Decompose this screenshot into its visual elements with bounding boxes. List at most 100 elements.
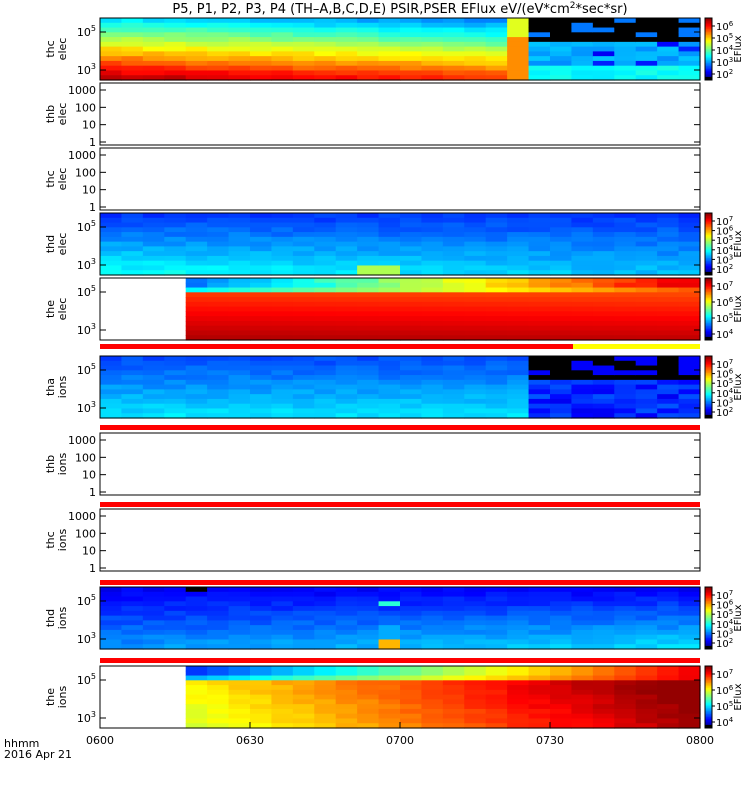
spectrogram-cell — [614, 615, 637, 621]
spectrogram-cell — [121, 620, 144, 626]
spectrogram-cell — [378, 629, 401, 636]
spectrogram-cells — [100, 587, 701, 650]
spectrogram-cell — [292, 398, 315, 405]
spectrogram-cell — [421, 246, 444, 252]
spectrogram-cell — [400, 389, 423, 395]
spectrogram-cell — [614, 689, 637, 696]
spectrogram-cell — [657, 699, 680, 705]
spectrogram-cell — [614, 356, 637, 362]
colorbar-segment — [705, 712, 712, 715]
y-tick-label: 1000 — [68, 84, 96, 97]
panel-frame — [99, 586, 701, 650]
spectrogram-cell — [207, 670, 230, 677]
colorbar-segment — [705, 253, 712, 256]
spectrogram-cell — [421, 217, 444, 224]
spectrogram-cell — [121, 241, 144, 247]
spectrogram-cell — [485, 634, 508, 641]
spectrogram-cell — [442, 587, 465, 593]
spectrogram-cell — [164, 222, 187, 228]
spectrogram-cell — [571, 365, 594, 371]
spectrogram-cell — [442, 634, 465, 641]
spectrogram-cell — [528, 587, 551, 593]
spectrogram-cell — [507, 311, 530, 317]
spectrogram-cell — [614, 360, 637, 367]
spectrogram-cell — [271, 375, 294, 381]
colorbar-segment — [705, 237, 712, 240]
spectrogram-cell — [207, 287, 230, 293]
spectrogram-cell — [335, 232, 358, 238]
spectrogram-cell — [207, 251, 230, 257]
spectrogram-cell — [507, 644, 530, 650]
y-tick-label: 1 — [89, 201, 96, 214]
spectrogram-cell — [357, 666, 380, 672]
spectrogram-cell — [657, 222, 680, 228]
spectrogram-cell — [507, 639, 530, 645]
spectrogram-cell — [207, 403, 230, 410]
spectrogram-cell — [550, 60, 573, 67]
spectrogram-cell — [100, 232, 123, 238]
colorbar-tick-label: 104 — [716, 716, 734, 729]
colorbar-tick-label: 103 — [716, 253, 733, 266]
spectrogram-cell — [228, 316, 251, 322]
spectrogram-cell — [250, 694, 273, 700]
spectrogram-cell — [250, 606, 273, 612]
spectrogram-cell — [250, 65, 273, 72]
spectrogram-cell — [678, 260, 701, 267]
colorbar-segment — [705, 379, 712, 382]
spectrogram-cell — [421, 644, 444, 650]
colorbar-segment — [705, 600, 712, 603]
colorbar-tick-label: 105 — [716, 32, 733, 45]
y-tick-label: 105 — [77, 672, 96, 687]
spectrogram-cell — [528, 320, 551, 327]
spectrogram-cell — [657, 232, 680, 238]
spectrogram-cell — [357, 297, 380, 303]
colorbar-segment — [705, 236, 712, 239]
spectrogram-cell — [335, 60, 358, 67]
colorbar-frame — [704, 665, 713, 729]
spectrogram-cell — [314, 251, 337, 257]
spectrogram-cell — [614, 666, 637, 672]
spectrogram-cell — [678, 217, 701, 224]
spectrogram-cell — [271, 56, 294, 62]
colorbar-segment — [705, 642, 712, 645]
spectrogram-cell — [250, 241, 273, 247]
spectrogram-cell — [271, 236, 294, 243]
spectrogram-cell — [571, 330, 594, 336]
spectrogram-cell — [657, 27, 680, 33]
colorbar-segment — [705, 316, 712, 319]
spectrogram-cell — [464, 232, 487, 238]
spectrogram-cells — [100, 356, 701, 419]
spectrogram-cell — [528, 689, 551, 696]
spectrogram-cell — [314, 398, 337, 405]
spectrogram-cell — [271, 587, 294, 593]
spectrogram-cell — [185, 32, 208, 38]
colorbar-segment — [705, 247, 712, 250]
spectrogram-cell — [571, 587, 594, 593]
spectrogram-cell — [421, 236, 444, 243]
spectrogram-cell — [271, 634, 294, 641]
spectrogram-cell — [442, 232, 465, 238]
spectrogram-cell — [614, 375, 637, 381]
spectrogram-cell — [485, 704, 508, 710]
spectrogram-cell — [464, 37, 487, 43]
spectrogram-cell — [357, 704, 380, 710]
spectrogram-cell — [571, 292, 594, 298]
spectrogram-cell — [464, 27, 487, 33]
spectrogram-cell — [250, 251, 273, 257]
spectrogram-cell — [185, 213, 208, 219]
spectrogram-cell — [185, 398, 208, 405]
colorbar-segment — [705, 315, 712, 318]
spectrogram-cell — [507, 634, 530, 641]
spectrogram-cell — [657, 394, 680, 400]
spectrogram-cell — [207, 213, 230, 219]
spectrogram-cell — [657, 265, 680, 271]
spectrogram-cell — [207, 311, 230, 317]
spectrogram-cell — [507, 403, 530, 410]
y-tick-label: 103 — [77, 257, 96, 272]
spectrogram-cell — [207, 629, 230, 636]
colorbar-segment — [705, 698, 712, 701]
spectrogram-cell — [121, 251, 144, 257]
spectrogram-cell — [678, 75, 701, 81]
spectrogram-cell — [185, 666, 208, 672]
spectrogram-cell — [207, 398, 230, 405]
